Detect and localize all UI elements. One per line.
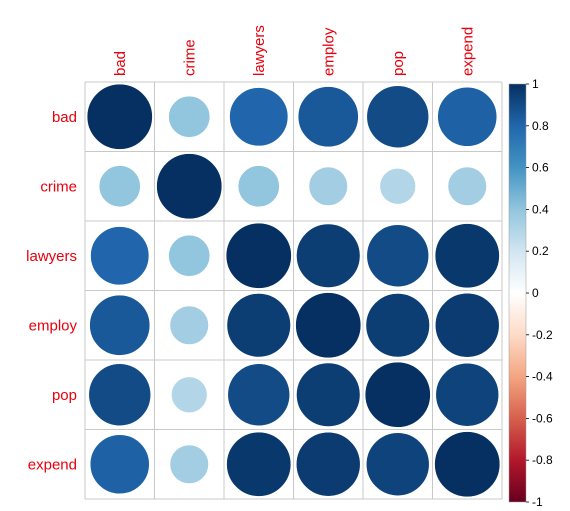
corr-circle-crime-crime <box>157 154 222 219</box>
row-label-lawyers: lawyers <box>26 248 77 265</box>
corr-circle-employ-employ <box>296 293 361 358</box>
colorbar-tick-label: -1 <box>532 495 543 509</box>
corr-circle-crime-bad <box>99 166 140 207</box>
column-label-expend: expend <box>459 27 476 76</box>
corr-circle-lawyers-pop <box>367 225 429 287</box>
row-label-pop: pop <box>52 387 77 404</box>
colorbar-tick-label: 0.2 <box>532 244 549 258</box>
corr-circle-bad-employ <box>298 87 358 147</box>
row-label-employ: employ <box>29 317 78 334</box>
colorbar-tick-label: 0.8 <box>532 119 549 133</box>
corr-circle-bad-expend <box>438 87 497 146</box>
column-label-pop: pop <box>390 51 407 76</box>
corr-circle-employ-crime <box>170 306 209 345</box>
row-label-crime: crime <box>40 178 77 195</box>
corr-circle-lawyers-employ <box>296 224 360 288</box>
column-label-employ: employ <box>320 27 337 76</box>
corr-circle-crime-expend <box>448 167 487 206</box>
corr-circle-lawyers-crime <box>169 235 210 276</box>
corr-circle-expend-bad <box>90 435 149 494</box>
corr-circle-pop-pop <box>365 362 430 427</box>
colorbar-tick-label: -0.4 <box>532 370 553 384</box>
corr-circle-pop-expend <box>436 363 499 426</box>
corr-circle-expend-employ <box>296 432 360 496</box>
row-labels: bad crime lawyers employ pop expend <box>26 109 77 474</box>
colorbar-tick-label: 0.4 <box>532 202 549 216</box>
colorbar-gradient <box>509 84 526 502</box>
corr-circle-employ-expend <box>435 293 499 357</box>
corr-circle-pop-employ <box>296 363 360 427</box>
row-label-bad: bad <box>52 109 77 126</box>
corr-circle-lawyers-lawyers <box>226 223 291 288</box>
corr-circle-pop-bad <box>89 364 151 426</box>
corr-circle-pop-crime <box>171 377 207 413</box>
colorbar-tick-label: -0.2 <box>532 328 553 342</box>
corr-circle-bad-pop <box>367 86 429 148</box>
corr-circle-lawyers-expend <box>435 224 499 288</box>
corr-circle-pop-lawyers <box>228 364 290 426</box>
column-labels: bad crime lawyers employ pop expend <box>112 25 477 76</box>
corr-circle-employ-lawyers <box>227 293 291 357</box>
corr-circle-employ-bad <box>90 295 150 355</box>
corr-circle-employ-pop <box>366 293 430 357</box>
corr-circle-lawyers-bad <box>91 227 149 285</box>
corr-circle-bad-crime <box>169 96 210 137</box>
corr-circle-expend-crime <box>170 445 209 484</box>
grid-layer <box>85 82 502 499</box>
colorbar-tick-label: -0.8 <box>532 453 553 467</box>
colorbar-tick-label: 0.6 <box>532 161 549 175</box>
corr-circle-bad-lawyers <box>230 88 288 146</box>
colorbar: 1 0.8 0.6 0.4 0.2 0 -0.2 -0.4 -0.6 -0.8 -1 <box>509 77 553 509</box>
colorbar-tick-label: 0 <box>532 286 539 300</box>
colorbar-tick-label: 1 <box>532 77 539 91</box>
colorbar-tick-label: -0.6 <box>532 411 553 425</box>
column-label-bad: bad <box>112 51 129 76</box>
column-label-lawyers: lawyers <box>251 25 268 76</box>
corr-circle-crime-pop <box>380 168 416 204</box>
corr-circle-expend-expend <box>435 432 500 497</box>
corr-circle-expend-pop <box>366 433 429 496</box>
corr-circle-expend-lawyers <box>227 432 291 496</box>
corr-circle-bad-bad <box>87 84 152 149</box>
column-label-crime: crime <box>181 39 198 76</box>
corr-circle-crime-employ <box>309 167 348 206</box>
row-label-expend: expend <box>28 456 77 473</box>
corr-circle-crime-lawyers <box>238 166 279 207</box>
